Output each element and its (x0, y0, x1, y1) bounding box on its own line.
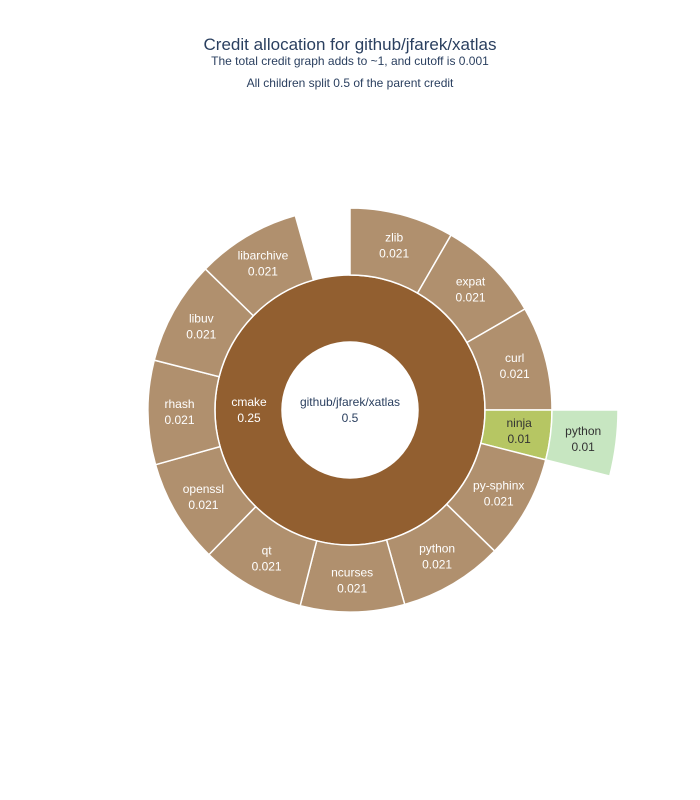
segment-label-ninja-3: ninja (506, 416, 532, 430)
segment-label-python-level3-0: python (565, 424, 601, 438)
segment-value-expat-1: 0.021 (456, 290, 486, 304)
segment-value-py-sphinx-4: 0.021 (484, 494, 514, 508)
sunburst-rings: cmake 0.25 zlib 0.021 expat 0.021 curl 0.021 nin… (147, 207, 619, 613)
root-label: github/jfarek/xatlas 0.5 (300, 395, 400, 425)
segment-label-expat-1: expat (456, 274, 486, 288)
root-center[interactable] (282, 342, 418, 478)
segment-libarchive-11[interactable] (204, 214, 315, 317)
segment-value-qt-7: 0.021 (252, 560, 282, 574)
segment-value-openssl-8: 0.021 (188, 498, 218, 512)
segment-value-python-level3-0: 0.01 (571, 440, 595, 454)
segment-label-curl-2: curl (505, 351, 524, 365)
segment-label-python-5: python (419, 542, 455, 556)
segment-label-openssl-8: openssl (183, 482, 224, 496)
root-value: 0.5 (342, 411, 359, 425)
chart-subtitle-line-2: All children split 0.5 of the parent cre… (247, 76, 454, 90)
chart-subtitle-line-1: The total credit graph adds to ~1, and c… (211, 54, 489, 68)
segment-value-libarchive-11: 0.021 (248, 264, 278, 278)
segment-label-py-sphinx-4: py-sphinx (473, 478, 524, 492)
segment-label-ncurses-6: ncurses (331, 565, 373, 579)
segment-label-libuv-10: libuv (189, 312, 214, 326)
segment-label-libarchive-11: libarchive (238, 248, 289, 262)
segment-value-zlib-0: 0.021 (379, 246, 409, 260)
root-name: github/jfarek/xatlas (300, 395, 400, 409)
segment-value-python-5: 0.021 (422, 558, 452, 572)
segment-value-ncurses-6: 0.021 (337, 581, 367, 595)
segment-label-zlib-0: zlib (385, 230, 403, 244)
chart-title: Credit allocation for github/jfarek/xatl… (204, 35, 497, 54)
segment-python-level3-0[interactable] (544, 409, 619, 478)
segment-value-rhash-9: 0.021 (164, 413, 194, 427)
segment-label-qt-7: qt (262, 544, 273, 558)
segment-label-rhash-9: rhash (164, 397, 194, 411)
segment-label-cmake: cmake (231, 395, 267, 409)
segment-value-cmake: 0.25 (237, 411, 261, 425)
segment-value-libuv-10: 0.021 (186, 328, 216, 342)
segment-value-curl-2: 0.021 (500, 367, 530, 381)
segment-value-ninja-3: 0.01 (507, 432, 531, 446)
